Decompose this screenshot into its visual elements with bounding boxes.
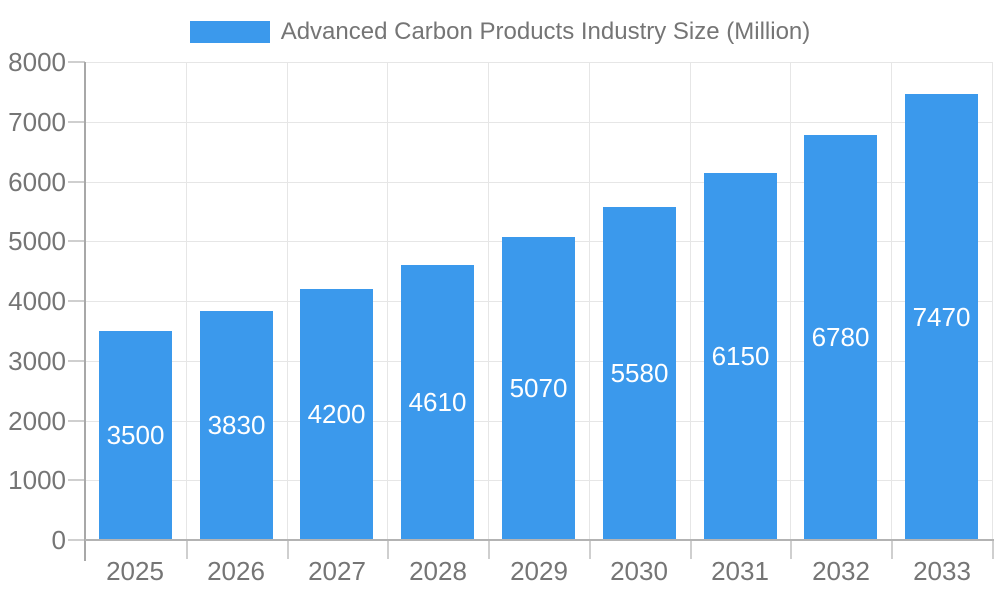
x-axis-tick	[690, 540, 692, 559]
x-axis-tick	[488, 540, 490, 559]
v-gridline	[589, 62, 590, 540]
y-axis-label: 3000	[8, 346, 66, 376]
y-axis-label: 4000	[8, 286, 66, 316]
y-axis-tick	[68, 240, 85, 242]
bar-2031[interactable]	[704, 173, 777, 539]
legend[interactable]: Advanced Carbon Products Industry Size (…	[0, 18, 1000, 45]
y-axis-tick	[68, 539, 85, 541]
x-axis-label: 2026	[207, 556, 265, 586]
bar-2029[interactable]	[502, 237, 575, 539]
x-axis-tick	[992, 540, 994, 559]
bar-2026[interactable]	[200, 311, 273, 539]
x-axis-tick	[790, 540, 792, 559]
v-gridline	[790, 62, 791, 540]
bar-2030[interactable]	[603, 207, 676, 539]
bar-value-label: 6150	[711, 341, 770, 371]
h-gridline	[85, 62, 992, 63]
bar-value-label: 6780	[811, 322, 870, 352]
bar-2033[interactable]	[905, 94, 978, 539]
v-gridline	[690, 62, 691, 540]
y-axis-line	[84, 62, 86, 561]
x-axis-tick	[287, 540, 289, 559]
x-axis-label: 2031	[711, 556, 769, 586]
v-gridline	[287, 62, 288, 540]
v-gridline	[387, 62, 388, 540]
x-axis-tick	[387, 540, 389, 559]
y-axis-label: 1000	[8, 465, 66, 495]
x-axis-label: 2033	[913, 556, 971, 586]
v-gridline	[891, 62, 892, 540]
x-axis-label: 2027	[308, 556, 366, 586]
h-gridline	[85, 122, 992, 123]
legend-label: Advanced Carbon Products Industry Size (…	[280, 18, 811, 45]
x-axis-tick	[891, 540, 893, 559]
bar-value-label: 4610	[408, 387, 467, 417]
y-axis-tick	[68, 61, 85, 63]
bar-value-label: 3830	[207, 410, 266, 440]
x-axis-label: 2025	[106, 556, 164, 586]
y-axis-tick	[68, 360, 85, 362]
v-gridline	[992, 62, 993, 540]
x-axis-label: 2028	[409, 556, 467, 586]
y-axis-tick	[68, 121, 85, 123]
x-axis-tick	[186, 540, 188, 559]
y-axis-label: 8000	[8, 47, 66, 77]
x-axis-label: 2032	[812, 556, 870, 586]
bar-value-label: 5070	[509, 373, 568, 403]
bar-value-label: 4200	[307, 399, 366, 429]
x-axis-label: 2029	[510, 556, 568, 586]
bar-value-label: 7470	[912, 302, 971, 332]
y-axis-tick	[68, 420, 85, 422]
y-axis-label: 5000	[8, 226, 66, 256]
bar-2032[interactable]	[804, 135, 877, 539]
v-gridline	[488, 62, 489, 540]
y-axis-tick	[68, 479, 85, 481]
y-axis-label: 6000	[8, 167, 66, 197]
bar-value-label: 3500	[106, 420, 165, 450]
v-gridline	[186, 62, 187, 540]
x-axis-label: 2030	[610, 556, 668, 586]
legend-swatch	[189, 21, 270, 43]
x-axis-tick	[589, 540, 591, 559]
y-axis-label: 7000	[8, 107, 66, 137]
y-axis-label: 2000	[8, 406, 66, 436]
x-axis-line	[85, 539, 994, 541]
bar-2027[interactable]	[300, 289, 373, 539]
y-axis-label: 0	[51, 525, 66, 555]
y-axis-tick	[68, 181, 85, 183]
h-gridline	[85, 182, 992, 183]
bar-value-label: 5580	[610, 358, 669, 388]
y-axis-tick	[68, 300, 85, 302]
bar-2028[interactable]	[401, 265, 474, 539]
bar-2025[interactable]	[99, 331, 172, 539]
